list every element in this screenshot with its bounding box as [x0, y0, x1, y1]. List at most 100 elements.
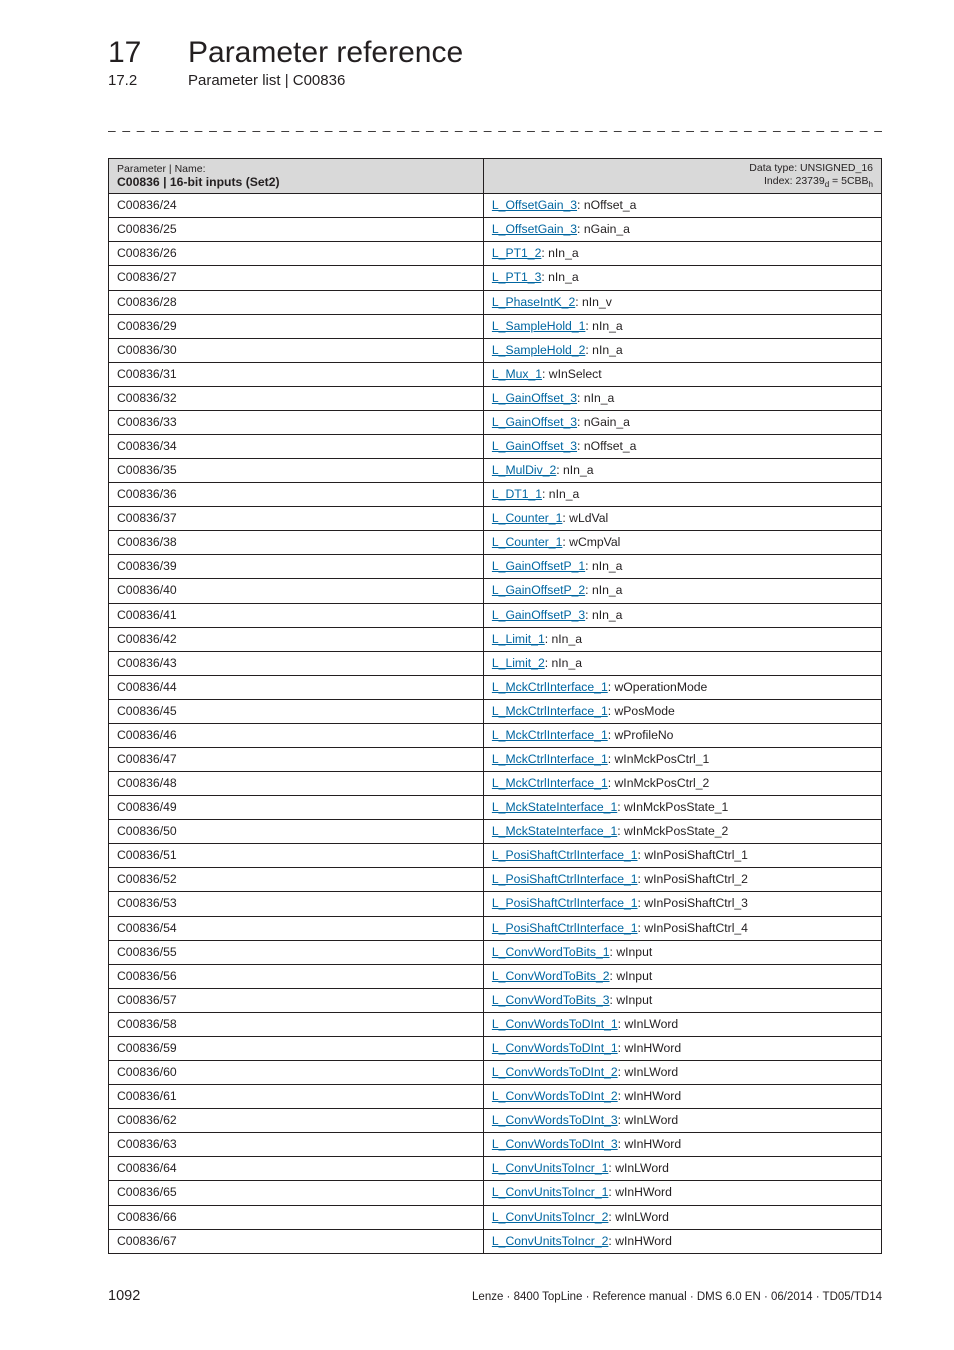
param-link[interactable]: L_ConvUnitsToIncr_1	[492, 1185, 609, 1199]
param-code-cell: C00836/65	[109, 1181, 484, 1205]
param-suffix: : wInHWord	[618, 1089, 681, 1103]
header-left-label: Parameter | Name:	[117, 163, 475, 175]
chapter-heading: 17 Parameter reference	[108, 36, 882, 70]
param-link[interactable]: L_ConvWordsToDInt_2	[492, 1089, 618, 1103]
param-code-cell: C00836/27	[109, 266, 484, 290]
param-link[interactable]: L_GainOffset_3	[492, 391, 577, 405]
param-code-cell: C00836/57	[109, 988, 484, 1012]
param-value-cell: L_ConvWordsToDInt_1: wInHWord	[483, 1036, 881, 1060]
table-row: C00836/38L_Counter_1: wCmpVal	[109, 531, 882, 555]
param-code-cell: C00836/30	[109, 338, 484, 362]
param-code-cell: C00836/46	[109, 723, 484, 747]
param-code-cell: C00836/25	[109, 218, 484, 242]
param-link[interactable]: L_DT1_1	[492, 487, 542, 501]
param-value-cell: L_ConvUnitsToIncr_1: wInHWord	[483, 1181, 881, 1205]
param-link[interactable]: L_OffsetGain_3	[492, 222, 577, 236]
param-link[interactable]: L_PosiShaftCtrlInterface_1	[492, 848, 638, 862]
param-value-cell: L_MckStateInterface_1: wInMckPosState_1	[483, 796, 881, 820]
param-link[interactable]: L_OffsetGain_3	[492, 198, 577, 212]
param-code-cell: C00836/28	[109, 290, 484, 314]
param-link[interactable]: L_ConvWordToBits_1	[492, 945, 610, 959]
table-row: C00836/63L_ConvWordsToDInt_3: wInHWord	[109, 1133, 882, 1157]
param-link[interactable]: L_PT1_2	[492, 246, 541, 260]
param-value-cell: L_PosiShaftCtrlInterface_1: wInPosiShaft…	[483, 892, 881, 916]
param-value-cell: L_ConvWordsToDInt_3: wInLWord	[483, 1109, 881, 1133]
param-link[interactable]: L_MckCtrlInterface_1	[492, 776, 608, 790]
param-link[interactable]: L_SampleHold_2	[492, 343, 586, 357]
param-link[interactable]: L_MulDiv_2	[492, 463, 556, 477]
table-row: C00836/54L_PosiShaftCtrlInterface_1: wIn…	[109, 916, 882, 940]
param-link[interactable]: L_ConvWordsToDInt_1	[492, 1017, 618, 1031]
param-link[interactable]: L_PosiShaftCtrlInterface_1	[492, 921, 638, 935]
header-left-main: C00836 | 16-bit inputs (Set2)	[117, 175, 475, 190]
param-code-cell: C00836/64	[109, 1157, 484, 1181]
param-link[interactable]: L_MckCtrlInterface_1	[492, 680, 608, 694]
param-link[interactable]: L_ConvWordsToDInt_3	[492, 1113, 618, 1127]
param-link[interactable]: L_MckStateInterface_1	[492, 824, 617, 838]
param-link[interactable]: L_GainOffsetP_1	[492, 559, 585, 573]
param-link[interactable]: L_GainOffset_3	[492, 415, 577, 429]
param-link[interactable]: L_ConvWordToBits_2	[492, 969, 610, 983]
param-code-cell: C00836/60	[109, 1061, 484, 1085]
param-value-cell: L_ConvWordsToDInt_3: wInHWord	[483, 1133, 881, 1157]
param-suffix: : wInLWord	[608, 1210, 669, 1224]
param-link[interactable]: L_ConvUnitsToIncr_2	[492, 1234, 609, 1248]
param-link[interactable]: L_ConvWordsToDInt_1	[492, 1041, 618, 1055]
chapter-number: 17	[108, 36, 154, 70]
param-link[interactable]: L_PosiShaftCtrlInterface_1	[492, 872, 638, 886]
param-code-cell: C00836/37	[109, 507, 484, 531]
param-value-cell: L_ConvWordsToDInt_2: wInHWord	[483, 1085, 881, 1109]
table-row: C00836/29L_SampleHold_1: nIn_a	[109, 314, 882, 338]
param-link[interactable]: L_SampleHold_1	[492, 319, 586, 333]
param-link[interactable]: L_PosiShaftCtrlInterface_1	[492, 896, 638, 910]
param-link[interactable]: L_Limit_2	[492, 656, 545, 670]
table-body: C00836/24L_OffsetGain_3: nOffset_aC00836…	[109, 194, 882, 1253]
param-link[interactable]: L_Mux_1	[492, 367, 542, 381]
param-suffix: : nIn_v	[575, 295, 612, 309]
param-value-cell: L_Limit_1: nIn_a	[483, 627, 881, 651]
param-code-cell: C00836/51	[109, 844, 484, 868]
header-right-block: Data type: UNSIGNED_16 Index: 23739d = 5…	[492, 162, 873, 190]
param-link[interactable]: L_ConvWordToBits_3	[492, 993, 610, 1007]
param-link[interactable]: L_MckCtrlInterface_1	[492, 752, 608, 766]
param-link[interactable]: L_Counter_1	[492, 511, 562, 525]
param-suffix: : wInMckPosState_2	[617, 824, 728, 838]
param-link[interactable]: L_MckCtrlInterface_1	[492, 728, 608, 742]
param-link[interactable]: L_PT1_3	[492, 270, 541, 284]
param-suffix: : wInHWord	[608, 1234, 671, 1248]
param-link[interactable]: L_Counter_1	[492, 535, 562, 549]
table-row: C00836/66L_ConvUnitsToIncr_2: wInLWord	[109, 1205, 882, 1229]
param-link[interactable]: L_ConvUnitsToIncr_2	[492, 1210, 609, 1224]
table-row: C00836/62L_ConvWordsToDInt_3: wInLWord	[109, 1109, 882, 1133]
param-code-cell: C00836/43	[109, 651, 484, 675]
param-link[interactable]: L_ConvUnitsToIncr_1	[492, 1161, 609, 1175]
param-code-cell: C00836/55	[109, 940, 484, 964]
param-value-cell: L_Limit_2: nIn_a	[483, 651, 881, 675]
param-link[interactable]: L_GainOffsetP_3	[492, 608, 585, 622]
table-row: C00836/52L_PosiShaftCtrlInterface_1: wIn…	[109, 868, 882, 892]
param-link[interactable]: L_Limit_1	[492, 632, 545, 646]
param-value-cell: L_OffsetGain_3: nGain_a	[483, 218, 881, 242]
param-link[interactable]: L_ConvWordsToDInt_3	[492, 1137, 618, 1151]
subchapter-number: 17.2	[108, 72, 154, 89]
param-suffix: : wInPosiShaftCtrl_4	[638, 921, 748, 935]
subchapter-heading: 17.2 Parameter list | C00836	[108, 72, 882, 89]
param-code-cell: C00836/35	[109, 459, 484, 483]
table-row: C00836/60L_ConvWordsToDInt_2: wInLWord	[109, 1061, 882, 1085]
param-link[interactable]: L_MckCtrlInterface_1	[492, 704, 608, 718]
param-suffix: : nGain_a	[577, 415, 630, 429]
param-suffix: : wInput	[610, 969, 653, 983]
param-link[interactable]: L_GainOffsetP_2	[492, 583, 585, 597]
table-row: C00836/55L_ConvWordToBits_1: wInput	[109, 940, 882, 964]
param-value-cell: L_ConvWordToBits_3: wInput	[483, 988, 881, 1012]
table-row: C00836/25L_OffsetGain_3: nGain_a	[109, 218, 882, 242]
param-suffix: : wInLWord	[618, 1113, 679, 1127]
param-suffix: : wInMckPosCtrl_2	[608, 776, 710, 790]
param-value-cell: L_MckCtrlInterface_1: wOperationMode	[483, 675, 881, 699]
param-value-cell: L_GainOffsetP_1: nIn_a	[483, 555, 881, 579]
param-link[interactable]: L_PhaseIntK_2	[492, 295, 575, 309]
param-link[interactable]: L_ConvWordsToDInt_2	[492, 1065, 618, 1079]
table-row: C00836/41L_GainOffsetP_3: nIn_a	[109, 603, 882, 627]
param-link[interactable]: L_MckStateInterface_1	[492, 800, 617, 814]
param-link[interactable]: L_GainOffset_3	[492, 439, 577, 453]
